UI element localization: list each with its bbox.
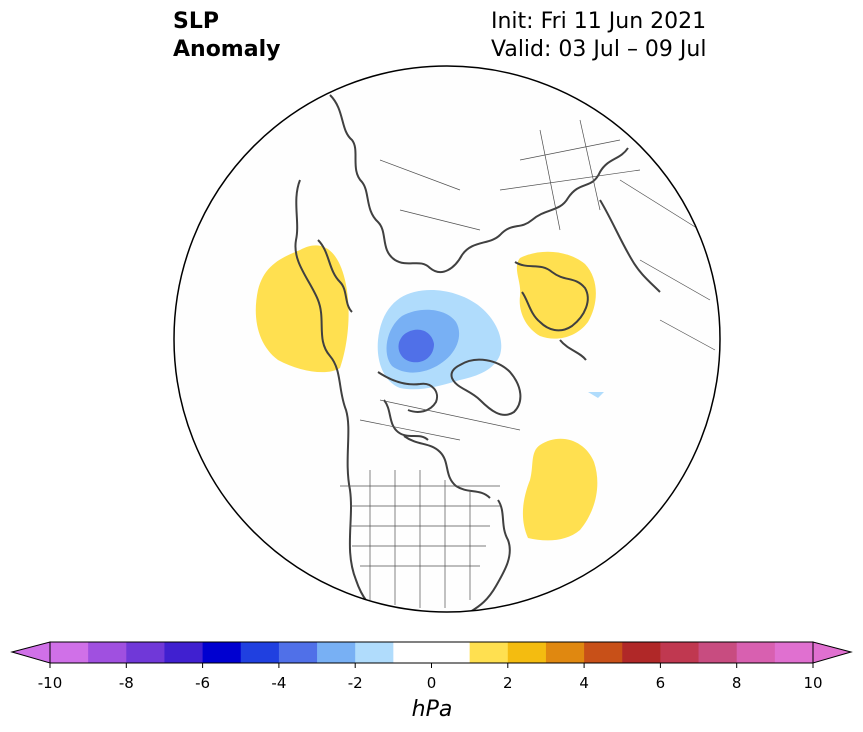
colorbar-tick-label: 10	[803, 674, 822, 692]
north-atlantic-high	[522, 438, 598, 541]
colorbar-cell	[393, 642, 432, 663]
colorbar-tick-label: -10	[38, 674, 63, 692]
colorbar-cell	[584, 642, 623, 663]
colorbar-cell	[736, 642, 776, 663]
colorbar-cell	[355, 642, 394, 663]
colorbar: -10 -8 -6 -4 -2 0 2 4 6 8 10 hPa	[10, 641, 853, 722]
colorbar-extend-high	[812, 641, 853, 664]
colorbar-cell	[126, 642, 165, 663]
valid-range: Valid: 03 Jul – 09 Jul	[491, 37, 707, 62]
colorbar-cells	[50, 642, 814, 663]
title-line-2: Anomaly	[173, 37, 281, 62]
map-title: SLP Anomaly	[173, 8, 280, 64]
colorbar-cell	[660, 642, 700, 663]
colorbar-cell	[507, 642, 547, 663]
colorbar-tick-label: 2	[503, 674, 513, 692]
colorbar-cell	[164, 642, 204, 663]
colorbar-cell	[278, 642, 318, 663]
colorbar-extend-low	[10, 641, 51, 664]
coastlines	[294, 94, 661, 612]
colorbar-tick-label: 0	[427, 674, 437, 692]
colorbar-tick-label: 4	[579, 674, 589, 692]
forecast-dates: Init: Fri 11 Jun 2021 Valid: 03 Jul – 09…	[491, 8, 706, 64]
colorbar-tick-label: -4	[271, 674, 286, 692]
colorbar-tick-label: -2	[348, 674, 363, 692]
colorbar-tick-label: 8	[732, 674, 742, 692]
colorbar-cell	[698, 642, 738, 663]
globe-outline	[173, 65, 721, 613]
north-pacific-high	[255, 245, 349, 373]
colorbar-unit-label: hPa	[412, 697, 453, 722]
colorbar-cell	[545, 642, 585, 663]
colorbar-ticks: -10 -8 -6 -4 -2 0 2 4 6 8 10	[38, 663, 823, 692]
colorbar-cell	[317, 642, 356, 663]
colorbar-cell	[50, 642, 89, 663]
colorbar-tick-label: -6	[195, 674, 210, 692]
colorbar-cell	[431, 642, 471, 663]
colorbar-cell	[469, 642, 509, 663]
colorbar-tick-label: -8	[119, 674, 134, 692]
political-borders	[340, 119, 716, 608]
colorbar-cell	[774, 642, 814, 663]
init-date: Init: Fri 11 Jun 2021	[491, 9, 707, 34]
colorbar-cell	[622, 642, 661, 663]
scandinavia-europe-high	[516, 251, 596, 339]
arctic-low-core	[398, 329, 434, 363]
title-line-1: SLP	[173, 9, 219, 34]
arctic-low-outer-extension	[588, 392, 604, 398]
colorbar-cell	[88, 642, 127, 663]
colorbar-cell	[240, 642, 280, 663]
colorbar-tick-label: 6	[656, 674, 666, 692]
colorbar-cell	[202, 642, 242, 663]
